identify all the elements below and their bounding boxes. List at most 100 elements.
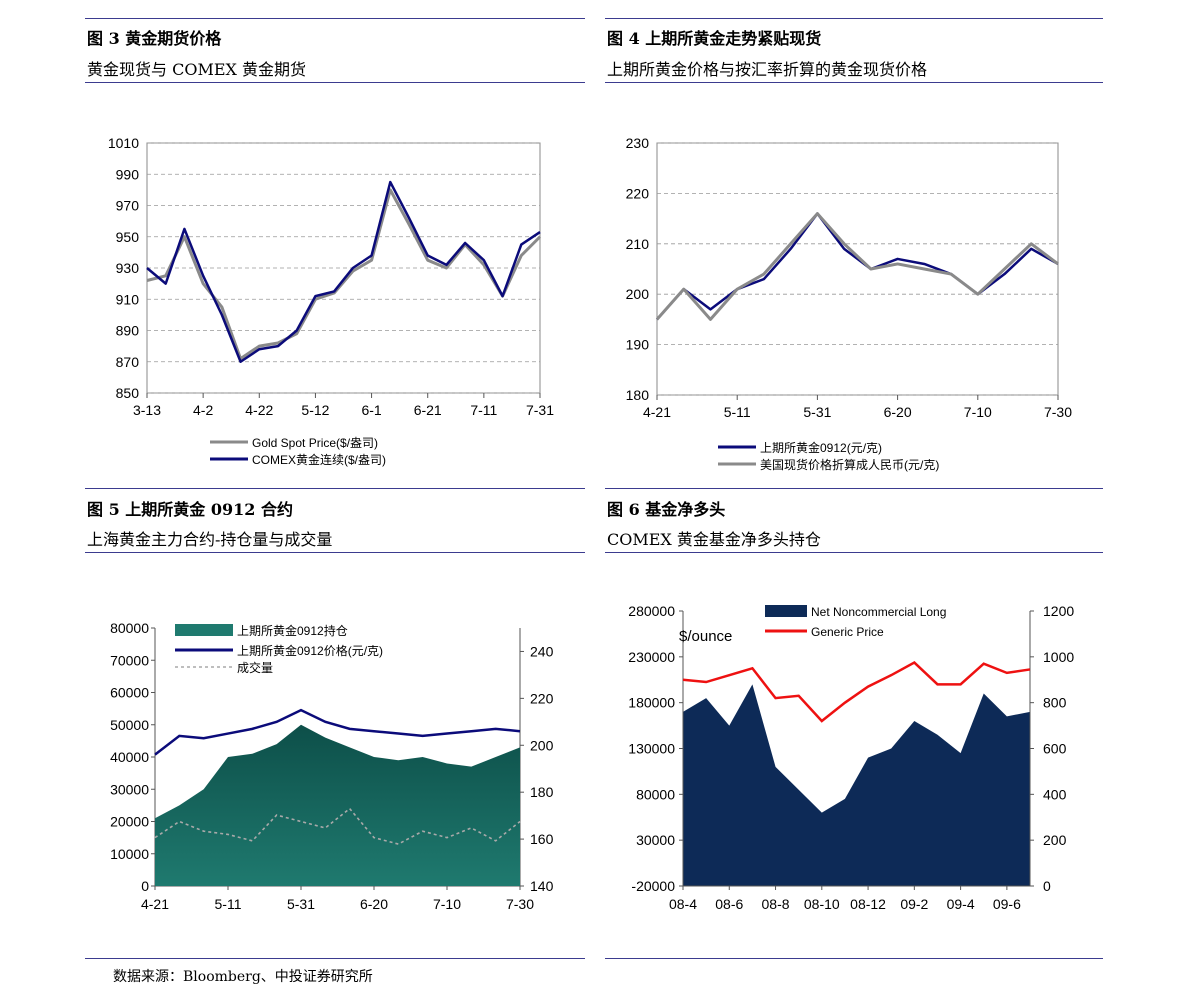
series-line-1 [656,212,1059,321]
y-tick-label: 200 [626,286,650,302]
header-rule-top [85,18,585,19]
y2-tick-label: 1000 [1043,649,1074,665]
legend-label: COMEX黄金连续($/盎司) [252,452,386,467]
y-tick-label: 180 [626,387,650,403]
y-tick-label: 40000 [110,749,149,765]
legend-label: Net Noncommercial Long [811,605,946,619]
y-axis-unit-label: $/ounce [679,628,732,645]
header-rule-top [605,488,1103,489]
x-tick-label: 7-31 [526,402,554,418]
legend-label: 成交量 [237,660,273,675]
price-line [154,708,521,756]
gold-futures-chart: 850 870 890 910 930 950 970 990 1010 3-13 4-2 4-22 5… [108,135,554,467]
y-tick-label: 220 [626,185,650,201]
x-tick-label: 7-10 [964,404,992,420]
y2-tick-label: 800 [1043,695,1067,711]
legend-label: 上期所黄金0912(元/克) [760,440,882,455]
figure-subtitle: COMEX 黄金基金净多头持仓 [607,530,821,549]
figure-6-panel: 图 6 基金净多头 COMEX 黄金基金净多头持仓 -20000 30000 800… [605,488,1103,958]
legend-swatch-area [765,605,807,617]
x-tick-label: 7-30 [1044,404,1072,420]
y-tick-label: 230 [626,135,650,151]
y-tick-label: 910 [116,291,140,307]
figure-subtitle: 黄金现货与 COMEX 黄金期货 [87,60,306,79]
y-tick-label: 950 [116,229,140,245]
y2-tick-label: 180 [530,784,554,800]
x-tick-label: 08-8 [762,896,790,912]
volume-line [154,807,521,845]
y2-tick-label: 140 [530,878,554,894]
x-tick-label: 5-12 [301,402,329,418]
series-line-2 [146,180,541,363]
figure-5-panel: 图 5 上期所黄金 0912 合约 上海黄金主力合约-持仓量与成交量 0 1000… [85,488,585,958]
x-tick-label: 4-21 [643,404,671,420]
header-rule-top [85,488,585,489]
y-tick-label: 1010 [108,135,139,151]
figure-3-panel: 图 3 黄金期货价格 黄金现货与 COMEX 黄金期货 850 870 890 910… [85,18,585,483]
open-interest-area [155,724,520,886]
y-tick-label: 80000 [636,786,675,802]
x-tick-label: 6-20 [884,404,912,420]
shfe-0912-contract-chart: 0 10000 20000 30000 40000 50000 60000 70000 8000… [110,620,554,912]
y2-tick-label: 600 [1043,741,1067,757]
y-tick-label: 280000 [628,603,675,619]
y-tick-label: 10000 [110,846,149,862]
x-tick-label: 6-1 [361,402,381,418]
x-tick-label: 5-11 [215,896,242,912]
header-rule-bottom [85,552,585,553]
y-tick-label: 930 [116,260,140,276]
y-tick-label: -20000 [631,878,675,894]
y-tick-label: 180000 [628,695,675,711]
figure-4-panel: 图 4 上期所黄金走势紧贴现货 上期所黄金价格与按汇率折算的黄金现货价格 180… [605,18,1103,483]
y2-tick-label: 200 [530,737,554,753]
x-tick-label: 6-21 [414,402,442,418]
y-tick-label: 210 [626,236,650,252]
legend-swatch-area [175,624,233,636]
x-tick-label: 08-10 [804,896,840,912]
y2-tick-label: 240 [530,643,554,659]
y-tick-label: 230000 [628,649,675,665]
x-tick-label: 3-13 [133,402,161,418]
legend-label: 美国现货价格折算成人民币(元/克) [760,457,939,472]
x-tick-label: 7-10 [433,896,461,912]
x-tick-label: 4-22 [245,402,273,418]
y-tick-label: 870 [116,354,140,370]
y2-tick-label: 400 [1043,786,1067,802]
y2-tick-label: 160 [530,831,554,847]
x-tick-label: 4-2 [193,402,213,418]
figure-subtitle: 上期所黄金价格与按汇率折算的黄金现货价格 [607,60,928,79]
figure-title: 图 6 基金净多头 [607,500,726,519]
x-tick-label: 5-31 [287,896,315,912]
header-rule-bottom [85,82,585,83]
x-tick-label: 7-30 [506,896,534,912]
x-tick-label: 09-2 [900,896,928,912]
y-tick-label: 130000 [628,741,675,757]
x-tick-label: 6-20 [360,896,388,912]
y-tick-label: 190 [626,337,650,353]
net-long-area [683,684,1030,886]
x-tick-label: 08-4 [669,896,697,912]
x-tick-label: 5-11 [724,404,751,420]
figure-title: 图 5 上期所黄金 0912 合约 [87,500,293,519]
figure-subtitle: 上海黄金主力合约-持仓量与成交量 [87,530,333,549]
x-tick-label: 09-6 [993,896,1021,912]
legend-label: Generic Price [811,625,884,639]
y-tick-label: 20000 [110,814,149,830]
x-tick-label: 09-4 [947,896,975,912]
x-tick-label: 5-31 [803,404,831,420]
figure-title: 图 3 黄金期货价格 [87,29,222,48]
y-tick-label: 970 [116,198,140,214]
header-rule-bottom [605,82,1103,83]
series-line-2 [655,212,1059,321]
footer-rule-left [85,958,585,959]
legend-label: Gold Spot Price($/盎司) [252,436,378,450]
generic-price-line [682,661,1031,723]
y2-tick-label: 220 [530,690,554,706]
y-tick-label: 0 [141,878,149,894]
y2-tick-label: 0 [1043,878,1051,894]
header-rule-top [605,18,1103,19]
y-tick-label: 890 [116,323,140,339]
x-tick-label: 4-21 [141,896,169,912]
y-tick-label: 850 [116,385,140,401]
x-tick-label: 08-12 [850,896,886,912]
